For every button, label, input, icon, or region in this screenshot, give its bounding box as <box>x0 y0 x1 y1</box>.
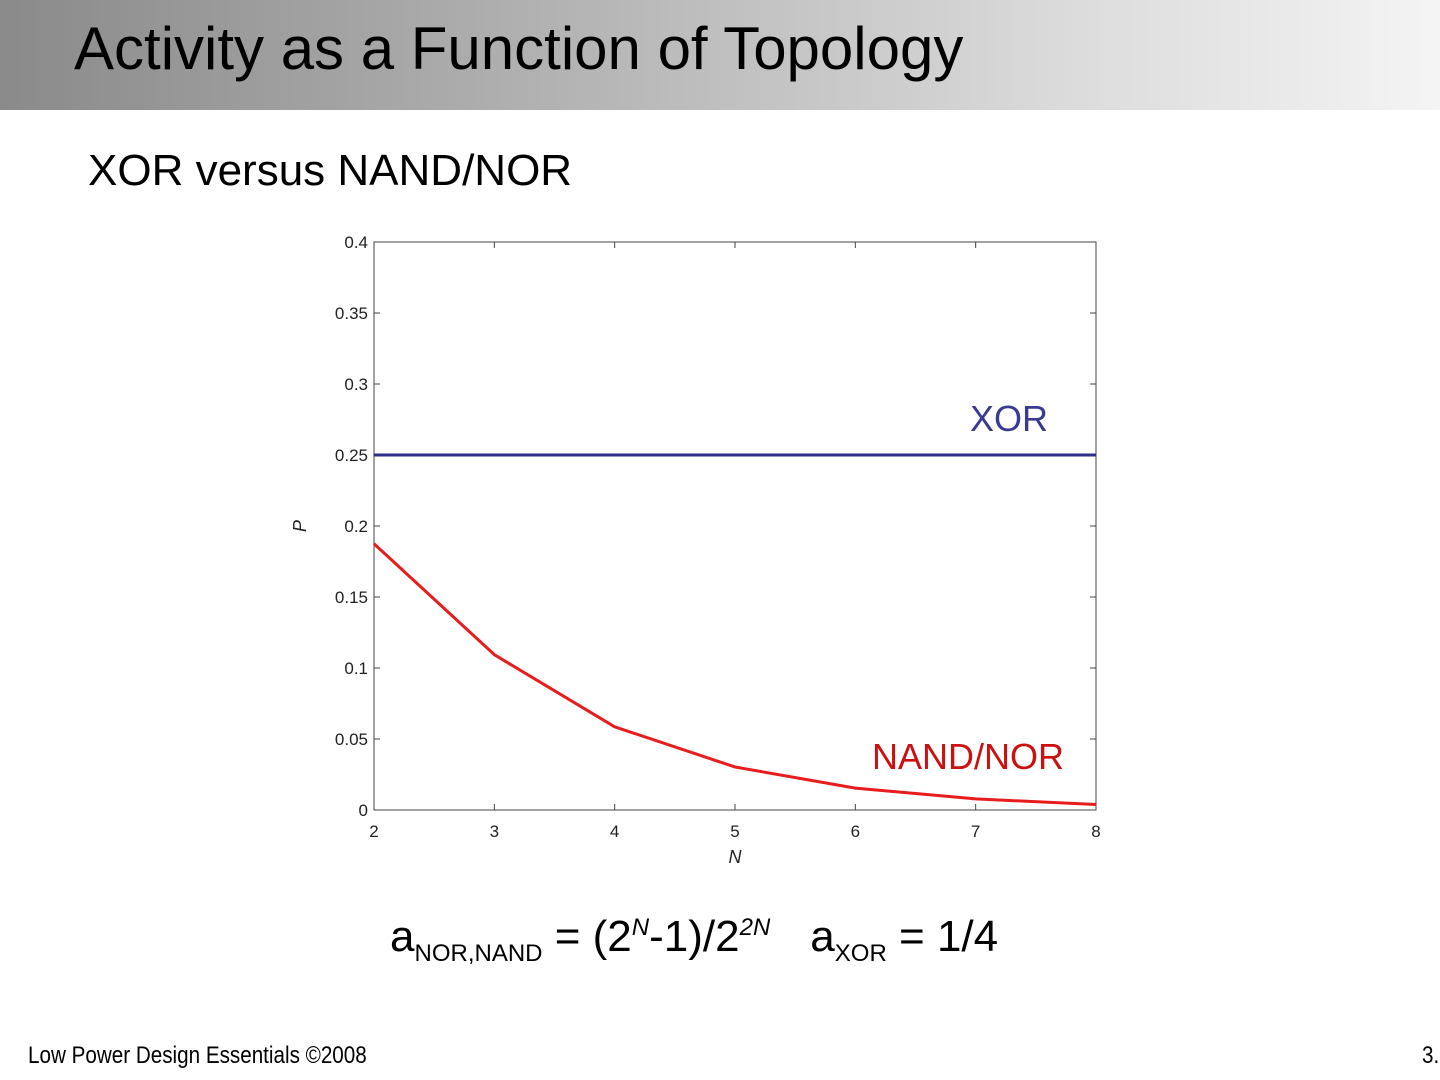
x-tick-label: 2 <box>369 822 378 841</box>
x-tick-label: 5 <box>730 822 739 841</box>
title-bar: Activity as a Function of Topology <box>0 0 1440 110</box>
y-tick-label: 0.15 <box>335 588 368 607</box>
slide-number: 3. <box>1422 1042 1437 1069</box>
series-label-nand-nor: NAND/NOR <box>872 736 1064 777</box>
x-tick-label: 4 <box>610 822 619 841</box>
y-tick-label: 0.35 <box>335 304 368 323</box>
formula-xor-sub: XOR <box>834 940 887 967</box>
activity-formula: aNOR,NAND = (2N-1)/22N aXOR = 1/4 <box>390 900 998 982</box>
activity-chart: 2 3 4 5 6 7 8 0 0.05 0.1 0.15 0.2 0.25 0.3 0.35 0.4 N P XO… <box>290 233 1101 867</box>
y-tick-label: 0.4 <box>344 233 368 252</box>
footer-copyright: Low Power Design Essentials ©2008 <box>28 1042 367 1069</box>
formula-xor-base: a <box>810 912 835 961</box>
series-label-xor: XOR <box>970 398 1048 439</box>
x-tick-label: 6 <box>851 822 860 841</box>
formula-xor-eq: = 1/4 <box>886 912 999 961</box>
x-tick-label: 7 <box>971 822 980 841</box>
formula-nor-sup2: 2N <box>739 914 771 941</box>
formula-nor-eq1: = (2 <box>542 912 632 961</box>
y-tick-label: 0.05 <box>335 730 368 749</box>
y-tick-label: 0 <box>359 801 368 820</box>
y-axis-label: P <box>290 520 310 532</box>
formula-nor-sup1: N <box>631 914 650 941</box>
plot-frame <box>373 241 1097 811</box>
slide-subtitle: XOR versus NAND/NOR <box>88 146 573 195</box>
y-tick-label: 0.25 <box>335 446 368 465</box>
x-tick-label: 8 <box>1091 822 1100 841</box>
chart-labels: 2 3 4 5 6 7 8 0 0.05 0.1 0.15 0.2 0.25 0.3 0.35 0.4 N P XO… <box>290 233 1101 867</box>
chart-series <box>372 453 1097 806</box>
series-line-nand-nor <box>372 542 1097 806</box>
y-tick-label: 0.1 <box>344 659 368 678</box>
x-axis-label: N <box>729 847 743 867</box>
formula-nor-base: a <box>390 912 415 961</box>
x-tick-label: 3 <box>490 822 499 841</box>
formula-nor-sub: NOR,NAND <box>414 940 543 967</box>
slide-title: Activity as a Function of Topology <box>74 15 964 82</box>
y-tick-label: 0.3 <box>344 375 368 394</box>
y-tick-label: 0.2 <box>344 517 368 536</box>
formula-nor-eq2: -1)/2 <box>649 912 740 961</box>
chart-axes <box>373 241 1097 811</box>
